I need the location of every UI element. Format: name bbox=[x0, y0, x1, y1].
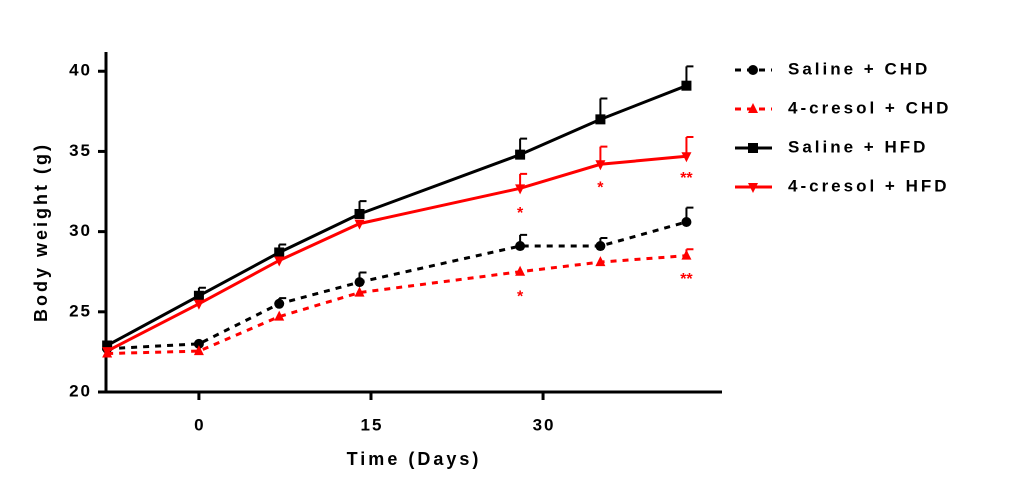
data-point bbox=[193, 345, 204, 356]
data-point bbox=[193, 338, 204, 349]
data-point bbox=[193, 299, 204, 310]
data-point bbox=[681, 80, 692, 91]
data-point bbox=[354, 219, 365, 230]
data-point bbox=[595, 160, 606, 171]
x-axis-title: Time (Days) bbox=[347, 449, 482, 469]
data-point bbox=[681, 217, 692, 227]
annotation: ** bbox=[680, 271, 693, 288]
annotation: * bbox=[517, 205, 524, 222]
data-point bbox=[193, 290, 204, 301]
series-line bbox=[107, 254, 687, 356]
legend-label: 4-cresol + HFD bbox=[788, 176, 950, 195]
x-tick-label: 0 bbox=[194, 415, 205, 434]
data-point bbox=[595, 114, 606, 125]
data-point bbox=[595, 256, 606, 267]
legend-marker bbox=[748, 65, 758, 75]
annotation: * bbox=[517, 289, 524, 306]
annotation: ** bbox=[680, 170, 693, 187]
data-point bbox=[515, 241, 526, 252]
data-point bbox=[274, 247, 285, 258]
data-point bbox=[102, 340, 113, 351]
legend-label: Saline + CHD bbox=[788, 59, 930, 78]
legend-label: 4-cresol + CHD bbox=[788, 98, 951, 117]
y-tick-label: 20 bbox=[69, 381, 92, 400]
data-point bbox=[102, 347, 113, 358]
data-point bbox=[354, 277, 365, 288]
data-point bbox=[515, 149, 526, 160]
data-point bbox=[354, 286, 365, 297]
y-axis-title: Body weight (g) bbox=[31, 142, 51, 322]
legend-marker bbox=[748, 103, 758, 113]
y-tick-label: 35 bbox=[69, 141, 92, 160]
data-point bbox=[354, 208, 365, 219]
data-point bbox=[274, 298, 285, 309]
data-point bbox=[274, 310, 285, 321]
legend-label: Saline + HFD bbox=[788, 137, 928, 156]
y-tick-label: 40 bbox=[69, 61, 92, 80]
legend-marker bbox=[748, 143, 758, 153]
x-tick-label: 30 bbox=[533, 415, 556, 434]
x-tick-label: 15 bbox=[361, 415, 384, 434]
data-point bbox=[274, 256, 285, 267]
data-point bbox=[515, 184, 526, 195]
legend-marker bbox=[748, 183, 758, 193]
data-point bbox=[595, 241, 606, 252]
data-point bbox=[681, 152, 692, 163]
data-point bbox=[681, 249, 692, 260]
annotation: * bbox=[597, 180, 604, 197]
y-tick-label: 25 bbox=[69, 301, 92, 320]
data-point bbox=[515, 265, 526, 276]
y-tick-label: 30 bbox=[69, 221, 92, 240]
